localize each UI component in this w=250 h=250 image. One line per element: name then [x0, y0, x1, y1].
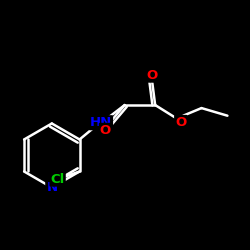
Text: N: N — [46, 181, 58, 194]
Text: HN: HN — [90, 116, 112, 129]
Text: Cl: Cl — [50, 172, 65, 186]
Text: O: O — [175, 116, 186, 129]
Text: O: O — [100, 124, 111, 137]
Text: O: O — [146, 69, 158, 82]
